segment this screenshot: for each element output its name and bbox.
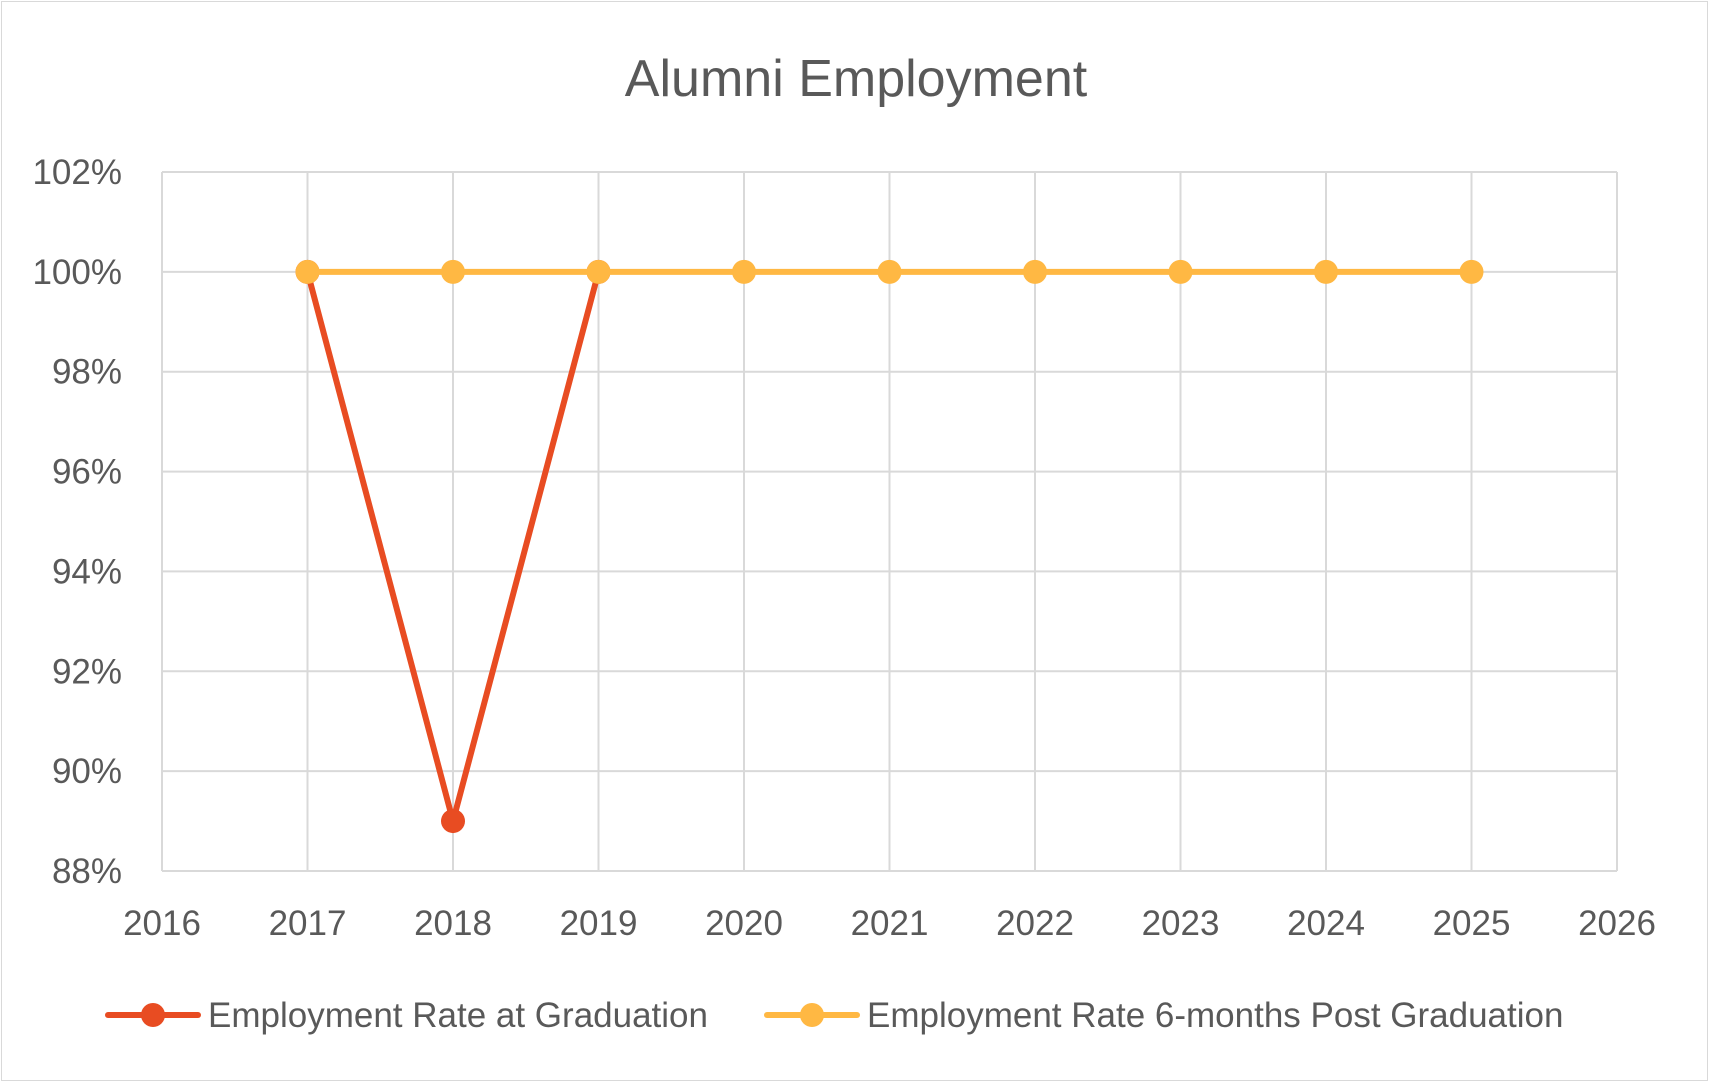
- legend-item: Employment Rate at Graduation: [105, 996, 708, 1035]
- data-point: [441, 809, 465, 834]
- x-tick-label: 2025: [1433, 904, 1511, 943]
- y-axis-tick-labels: 88% 90% 92% 94% 96% 98% 100% 102%: [32, 153, 122, 891]
- y-tick-label: 98%: [52, 353, 122, 392]
- data-point: [1459, 259, 1484, 284]
- y-tick-label: 100%: [32, 253, 122, 292]
- x-tick-label: 2024: [1287, 904, 1365, 943]
- data-point: [1314, 259, 1338, 284]
- chart-title: Alumni Employment: [625, 50, 1088, 108]
- x-tick-label: 2016: [123, 904, 201, 943]
- data-point: [586, 259, 611, 284]
- y-tick-label: 94%: [52, 552, 122, 591]
- x-tick-label: 2023: [1142, 904, 1220, 943]
- x-tick-label: 2022: [996, 904, 1074, 943]
- legend-swatch-marker: [141, 1003, 165, 1027]
- legend: Employment Rate at Graduation Employment …: [105, 996, 1563, 1035]
- legend-label: Employment Rate 6-months Post Graduation: [867, 996, 1563, 1035]
- x-tick-label: 2020: [705, 904, 783, 943]
- x-axis-tick-labels: 2016 2017 2018 2019 2020 2021 2022 2023 2024 2025…: [123, 904, 1656, 943]
- x-tick-label: 2018: [414, 904, 492, 943]
- y-tick-label: 90%: [52, 752, 122, 791]
- y-tick-label: 92%: [52, 652, 122, 691]
- legend-swatch-marker: [800, 1003, 824, 1027]
- y-tick-label: 96%: [52, 453, 122, 492]
- data-point: [1168, 259, 1193, 284]
- x-tick-label: 2026: [1578, 904, 1656, 943]
- data-point: [877, 259, 902, 284]
- data-point: [441, 259, 465, 284]
- data-point: [295, 259, 320, 284]
- x-tick-label: 2017: [269, 904, 347, 943]
- x-tick-label: 2021: [851, 904, 929, 943]
- series-1: [295, 259, 1484, 284]
- x-tick-label: 2019: [560, 904, 638, 943]
- series: [295, 259, 1484, 834]
- legend-label: Employment Rate at Graduation: [208, 996, 708, 1035]
- y-tick-label: 102%: [32, 153, 122, 192]
- data-point: [732, 259, 756, 284]
- legend-item: Employment Rate 6-months Post Graduation: [764, 996, 1563, 1035]
- data-point: [1023, 259, 1047, 284]
- y-tick-label: 88%: [52, 852, 122, 891]
